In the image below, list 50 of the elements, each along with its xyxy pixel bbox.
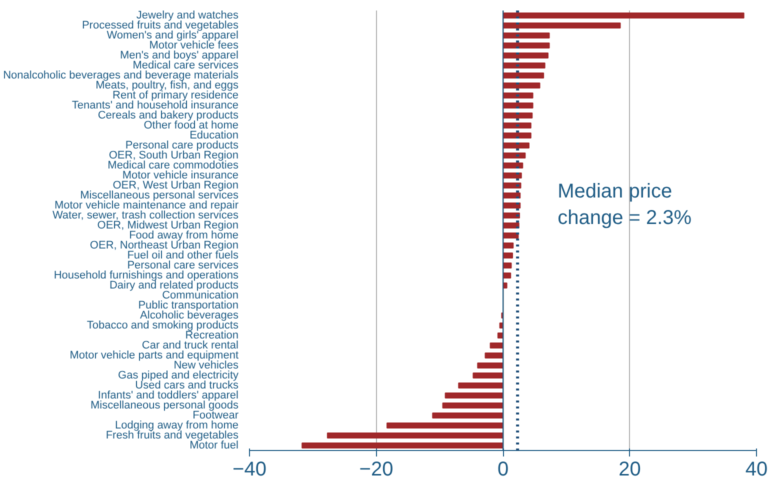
y-tick-label: Motor vehicle maintenance and repair: [54, 200, 239, 212]
y-tick-label: Nonalcoholic beverages and beverage materials: [3, 70, 239, 82]
y-tick-label: Water, sewer, trash collection services: [52, 210, 239, 222]
y-tick-label: Fresh fruits and vegetables: [106, 430, 239, 442]
y-tick-label: Miscellaneous personal services: [80, 190, 239, 202]
y-tick-label: Tenants' and household insurance: [72, 100, 239, 112]
x-tick-label: 0: [497, 458, 509, 478]
y-tick-label: Women's and girls' apparel: [106, 30, 239, 42]
y-tick-label: Other food at home: [144, 120, 239, 132]
y-tick-label: Motor vehicle parts and equipment: [70, 350, 239, 362]
y-tick-label: Motor fuel: [190, 440, 239, 452]
x-tick-label: −40: [232, 458, 266, 478]
y-tick-label: Car and truck rental: [142, 340, 239, 352]
y-tick-label: Infants' and toddlers' apparel: [98, 390, 239, 402]
y-tick-label: Household furnishings and operations: [54, 270, 239, 282]
y-tick-label: Medical care commodoties: [108, 160, 239, 172]
y-tick-label: OER, West Urban Region: [112, 180, 239, 192]
y-tick-label: Processed fruits and vegetables: [82, 20, 239, 32]
y-tick-label: Cereals and bakery products: [98, 110, 239, 122]
y-tick-label: Miscellaneous personal goods: [90, 400, 239, 412]
y-tick-label: Gas piped and electricity: [118, 370, 239, 382]
y-tick-label: Lodging away from home: [114, 420, 238, 432]
y-tick-label: Tobacco and smoking products: [86, 320, 239, 332]
y-tick-label: Alcoholic beverages: [140, 310, 239, 322]
y-tick-label: Personal care services: [127, 260, 239, 272]
y-tick-label: Recreation: [185, 330, 239, 342]
ref-line-label: Median price change = 2.3%: [558, 180, 692, 229]
y-tick-label: Used cars and trucks: [135, 380, 239, 392]
y-tick-label: Meats, poultry, fish, and eggs: [96, 80, 239, 92]
y-tick-label: Footwear: [192, 410, 239, 422]
y-tick-label: Dairy and related products: [109, 280, 239, 292]
y-tick-label: OER, Northeast Urban Region: [90, 240, 239, 252]
y-tick-label: Personal care products: [125, 140, 239, 152]
y-tick-label: Rent of primary residence: [112, 90, 239, 102]
y-tick-label: Motor vehicle fees: [149, 40, 239, 52]
x-tick-label: 20: [618, 458, 641, 478]
y-tick-label: OER, Midwest Urban Region: [97, 220, 239, 232]
y-tick-label: Education: [190, 130, 239, 142]
y-tick-label: OER, South Urban Region: [108, 150, 239, 162]
y-tick-label: Public transportation: [138, 300, 239, 312]
x-tick-label: −20: [359, 458, 394, 478]
x-tick-label: 40: [745, 458, 768, 478]
y-tick-label: Jewelry and watches: [136, 10, 239, 22]
y-tick-label: Men's and boys' apparel: [120, 50, 239, 62]
y-tick-label: Motor vehicle insurance: [122, 170, 239, 182]
y-tick-label: Food away from home: [129, 230, 238, 242]
y-tick-label: Medical care services: [132, 60, 239, 72]
y-tick-label: Communication: [162, 290, 238, 302]
y-tick-label: New vehicles: [174, 360, 239, 372]
y-tick-label: Fuel oil and other fuels: [127, 250, 239, 262]
